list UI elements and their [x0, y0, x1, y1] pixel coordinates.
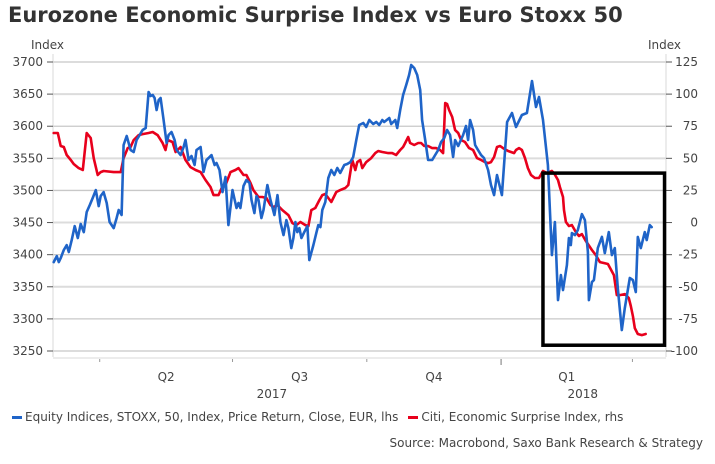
left-tick-label: 3500: [12, 183, 43, 197]
x-quarter-label: Q2: [158, 370, 175, 384]
left-axis-label: Index: [31, 38, 65, 52]
right-tick-label: 50: [683, 151, 698, 165]
source-note: Source: Macrobond, Saxo Bank Research & …: [389, 436, 703, 450]
left-tick-label: 3700: [12, 55, 43, 69]
x-year-label: 2017: [257, 387, 288, 401]
highlight-box: [541, 171, 667, 347]
axes: [52, 54, 667, 359]
legend-swatch-red: [408, 415, 419, 419]
left-tick-label: 3650: [12, 87, 43, 101]
right-axis-ticks: 125 100 75 50 25 0 -25 -50 -75 -100: [666, 55, 698, 358]
legend-item-citi[interactable]: Citi, Economic Surprise Index, rhs: [408, 410, 623, 424]
x-quarter-label: Q1: [558, 370, 575, 384]
left-tick-label: 3450: [12, 216, 43, 230]
x-quarter-label: Q3: [291, 370, 308, 384]
left-tick-label: 3300: [12, 312, 43, 326]
left-tick-label: 3400: [12, 248, 43, 262]
legend-label-citi: Citi, Economic Surprise Index, rhs: [421, 410, 624, 424]
annotations: [541, 171, 667, 347]
x-year-label: 2018: [568, 387, 599, 401]
series-line-stoxx: [52, 63, 653, 332]
right-tick-label: 0: [690, 216, 698, 230]
x-axis-ticks: Q2 Q3 Q4 Q1 2017 2018: [99, 359, 633, 401]
right-tick-label: 125: [675, 55, 698, 69]
left-tick-label: 3350: [12, 280, 43, 294]
gridlines: [53, 61, 666, 352]
left-tick-label: 3600: [12, 119, 43, 133]
right-tick-label: -50: [678, 280, 698, 294]
right-tick-label: 25: [683, 183, 698, 197]
left-tick-label: 3250: [12, 344, 43, 358]
legend: Equity Indices, STOXX, 50, Index, Price …: [12, 410, 633, 424]
left-tick-label: 3550: [12, 151, 43, 165]
series-lines: [52, 63, 653, 337]
right-tick-label: 100: [675, 87, 698, 101]
right-tick-label: 75: [683, 119, 698, 133]
legend-item-stoxx[interactable]: Equity Indices, STOXX, 50, Index, Price …: [12, 410, 398, 424]
right-tick-label: -25: [678, 248, 698, 262]
legend-label-stoxx: Equity Indices, STOXX, 50, Index, Price …: [25, 410, 399, 424]
x-quarter-label: Q4: [425, 370, 442, 384]
right-axis-label: Index: [648, 38, 682, 52]
right-tick-label: -75: [678, 312, 698, 326]
series-line-citi: [52, 101, 647, 337]
right-tick-label: -100: [671, 344, 698, 358]
chart-title: Eurozone Economic Surprise Index vs Euro…: [8, 3, 623, 27]
left-axis-ticks: 3700 3650 3600 3550 3500 3450 3400 3350 3300 3250: [12, 55, 53, 358]
legend-swatch-blue: [12, 415, 22, 419]
